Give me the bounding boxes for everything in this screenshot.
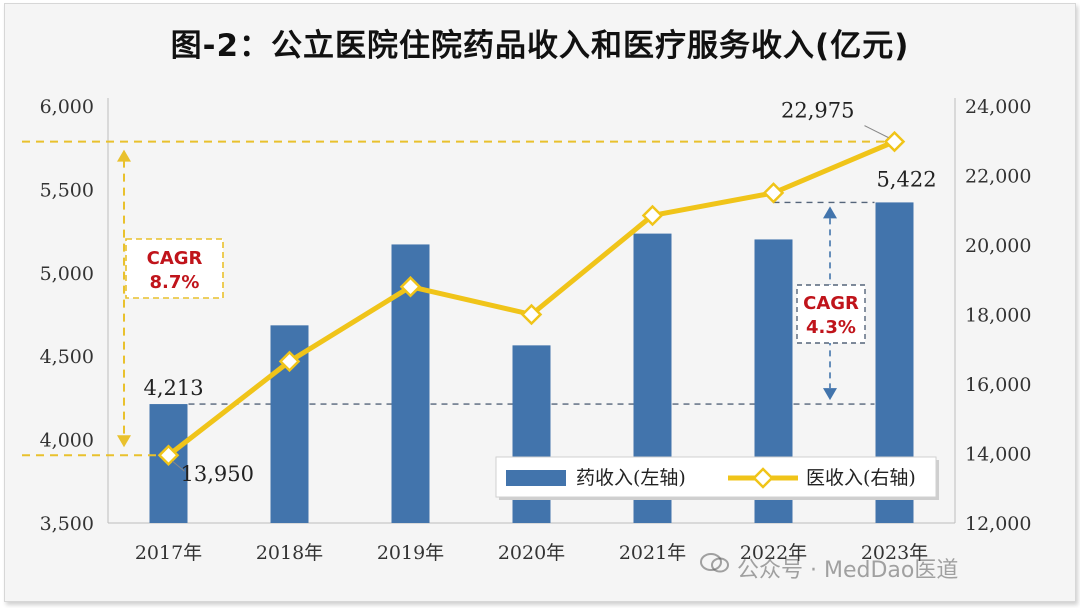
line-point-marker	[762, 182, 785, 204]
leader-line-last	[864, 125, 889, 139]
right-tick-label: 18,000	[965, 305, 1031, 327]
x-tick-label: 2021年	[619, 542, 686, 564]
cagr-box-bar	[796, 284, 866, 344]
left-tick-label: 6,000	[40, 96, 94, 118]
right-tick-label: 22,000	[965, 166, 1031, 188]
line-point-marker	[399, 275, 422, 298]
left-tick-label: 4,000	[40, 430, 94, 452]
legend-swatch-bar	[506, 470, 566, 486]
x-tick-label: 2019年	[377, 542, 444, 564]
cagr-arrowhead-down-left	[117, 435, 131, 448]
line-point-marker	[278, 350, 301, 373]
data-label-line-last: 22,975	[781, 99, 854, 123]
right-tick-label: 14,000	[965, 444, 1031, 466]
legend-label-line: 医收入(右轴)	[806, 467, 916, 489]
line-point-marker	[157, 444, 180, 467]
cagr-label-line: CAGR	[147, 248, 203, 269]
line-point-marker	[520, 303, 543, 326]
x-tick-label: 2018年	[256, 542, 323, 564]
legend-label-bar: 药收入(左轴)	[576, 467, 686, 489]
cagr-value-line: 8.7%	[150, 272, 200, 293]
cagr-arrowhead-up-right	[823, 206, 837, 219]
left-tick-label: 4,500	[40, 346, 94, 368]
x-tick-label: 2023年	[861, 542, 928, 564]
right-tick-label: 20,000	[965, 235, 1031, 257]
left-tick-label: 5,000	[40, 263, 94, 285]
left-tick-label: 5,500	[40, 179, 94, 201]
leader-line-first	[172, 460, 185, 472]
cagr-box-line	[125, 238, 224, 299]
right-tick-label: 16,000	[965, 374, 1031, 396]
data-label-bar-last: 5,422	[876, 167, 936, 191]
watermark-text: 公众号 · MedDao医道	[737, 558, 959, 583]
right-tick-label: 24,000	[965, 96, 1031, 118]
x-tick-label: 2017年	[135, 542, 202, 564]
cagr-arrowhead-down-right	[823, 388, 837, 401]
data-label-bar-first: 4,213	[144, 376, 204, 400]
legend-box	[495, 456, 937, 498]
x-tick-label: 2020年	[498, 542, 565, 564]
x-tick-label: 2022年	[740, 542, 807, 564]
cagr-arrowhead-up-left	[117, 149, 131, 162]
legend-marker-line	[752, 467, 774, 489]
watermark: 公众号 · MedDao医道	[700, 552, 958, 584]
cagr-label-bar: CAGR	[803, 293, 859, 314]
wechat-icon	[700, 553, 730, 582]
data-label-line-first: 13,950	[181, 462, 254, 486]
left-tick-label: 3,500	[40, 513, 94, 535]
line-point-marker	[641, 204, 664, 227]
right-tick-label: 12,000	[965, 513, 1031, 535]
chart-title: 图-2：公立医院住院药品收入和医疗服务收入(亿元)	[170, 28, 910, 64]
line-point-marker	[883, 130, 906, 153]
cagr-value-bar: 4.3%	[806, 317, 856, 338]
